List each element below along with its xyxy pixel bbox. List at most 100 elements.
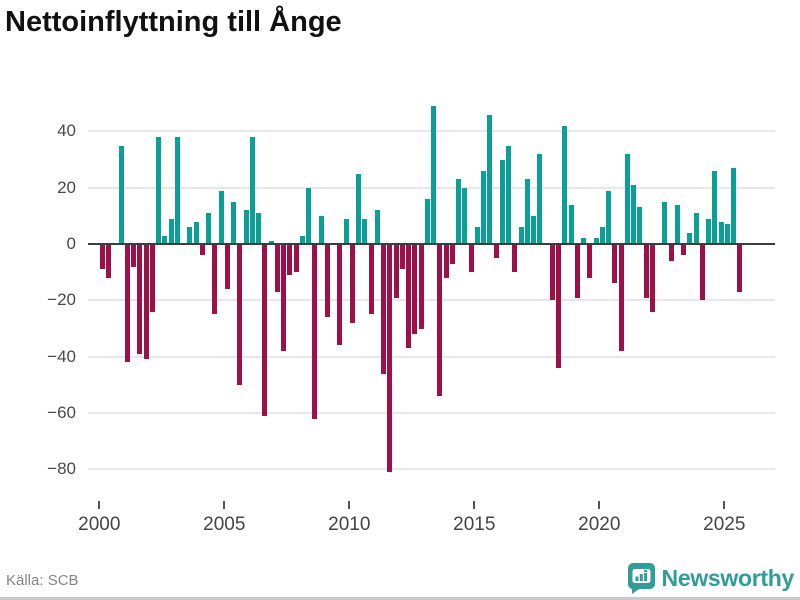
- bar-2015-Q1: [474, 227, 480, 244]
- brand-name: Newsworthy: [661, 565, 795, 591]
- bar-2007-Q4: [293, 244, 299, 273]
- bar-2024-Q3: [712, 170, 718, 244]
- bar-2018-Q4: [568, 204, 574, 244]
- bar-2002-Q1: [149, 244, 155, 312]
- y-axis-label-40: 40: [57, 121, 76, 141]
- gridline--80: [88, 468, 775, 471]
- bar-2017-Q1: [524, 179, 530, 244]
- x-axis-label-2005: 2005: [203, 514, 246, 535]
- bar-2006-Q3: [262, 244, 268, 416]
- bar-2014-Q2: [456, 179, 462, 244]
- bar-2016-Q3: [512, 244, 518, 273]
- bar-2018-Q3: [562, 125, 568, 244]
- bar-2009-Q3: [337, 244, 343, 346]
- x-tick-2000: [98, 501, 101, 509]
- bar-2010-Q2: [356, 173, 362, 244]
- bar-2021-Q3: [637, 207, 643, 244]
- x-axis-label-2015: 2015: [453, 514, 496, 535]
- bar-2003-Q4: [193, 221, 199, 244]
- bar-2011-Q2: [381, 244, 387, 374]
- bar-2010-Q1: [349, 244, 355, 323]
- bar-2020-Q4: [618, 244, 624, 351]
- bar-2004-Q1: [199, 244, 205, 256]
- bar-2012-Q3: [412, 244, 418, 335]
- gridline--40: [88, 355, 775, 358]
- bar-2007-Q2: [281, 244, 287, 351]
- x-axis-label-2025: 2025: [703, 514, 746, 535]
- y-axis-label--60: −60: [47, 402, 76, 422]
- bar-2019-Q2: [581, 238, 587, 244]
- bar-2013-Q2: [431, 106, 437, 244]
- bar-2019-Q4: [593, 238, 599, 244]
- newsworthy-logo-icon: [627, 563, 655, 594]
- bar-2012-Q4: [418, 244, 424, 329]
- y-axis-label--20: −20: [47, 290, 76, 310]
- bar-2019-Q1: [574, 244, 580, 298]
- bar-2009-Q1: [324, 244, 330, 318]
- bar-2008-Q3: [312, 244, 318, 419]
- bar-2014-Q1: [449, 244, 455, 264]
- x-tick-2020: [598, 501, 601, 509]
- bar-2001-Q1: [124, 244, 130, 363]
- bar-2022-Q3: [662, 201, 668, 244]
- bar-2022-Q1: [649, 244, 655, 312]
- bar-2016-Q4: [518, 227, 524, 244]
- bar-2004-Q3: [212, 244, 218, 315]
- bar-2025-Q2: [731, 168, 737, 244]
- bar-2011-Q3: [387, 244, 393, 472]
- bar-2011-Q4: [393, 244, 399, 298]
- bar-2017-Q3: [537, 153, 543, 244]
- bar-2005-Q3: [237, 244, 243, 385]
- bar-2010-Q3: [362, 218, 368, 244]
- bar-2024-Q1: [699, 244, 705, 301]
- bar-2013-Q4: [443, 244, 449, 278]
- x-axis-label-2020: 2020: [578, 514, 621, 535]
- gridline--20: [88, 299, 775, 302]
- bottom-divider: [0, 597, 800, 600]
- bar-2021-Q4: [643, 244, 649, 298]
- bar-2024-Q4: [718, 221, 724, 244]
- bar-2000-Q2: [106, 244, 112, 278]
- bar-2003-Q3: [187, 227, 193, 244]
- bar-2012-Q2: [406, 244, 412, 349]
- bar-2013-Q3: [437, 244, 443, 396]
- bar-2001-Q2: [131, 244, 137, 267]
- x-tick-2015: [473, 501, 476, 509]
- bar-2021-Q2: [631, 184, 637, 244]
- bar-2001-Q4: [143, 244, 149, 360]
- bar-2020-Q2: [606, 190, 612, 244]
- bar-2025-Q3: [737, 244, 743, 292]
- bar-2000-Q4: [118, 145, 124, 244]
- bar-2006-Q1: [249, 137, 255, 244]
- brand-logo: Newsworthy: [627, 563, 795, 594]
- bar-2023-Q2: [681, 244, 687, 256]
- bar-2004-Q4: [218, 190, 224, 244]
- bar-2008-Q1: [299, 235, 305, 244]
- bar-2001-Q3: [137, 244, 143, 354]
- bar-2020-Q3: [612, 244, 618, 284]
- x-axis-zero-line: [88, 242, 775, 245]
- bar-2014-Q4: [468, 244, 474, 273]
- bar-2017-Q2: [531, 215, 537, 244]
- gridline--60: [88, 411, 775, 414]
- bar-2019-Q3: [587, 244, 593, 278]
- bar-2002-Q3: [162, 235, 168, 244]
- bar-2006-Q2: [256, 213, 262, 244]
- bar-2015-Q3: [487, 114, 493, 244]
- x-tick-2005: [223, 501, 226, 509]
- x-axis-label-2000: 2000: [78, 514, 121, 535]
- bar-2015-Q4: [493, 244, 499, 259]
- y-axis-label-20: 20: [57, 177, 76, 197]
- y-axis-label-0: 0: [66, 234, 76, 253]
- bar-2002-Q2: [156, 137, 162, 244]
- bar-2014-Q3: [462, 187, 468, 244]
- bar-2007-Q1: [274, 244, 280, 292]
- source-caption: Källa: SCB: [6, 572, 79, 589]
- bar-2008-Q4: [318, 215, 324, 244]
- bar-2023-Q1: [674, 204, 680, 244]
- x-tick-2010: [348, 501, 351, 509]
- bar-2023-Q3: [687, 232, 693, 244]
- page-title: Nettoinflyttning till Ånge: [5, 6, 342, 38]
- bar-2009-Q4: [343, 218, 349, 244]
- bar-2020-Q1: [599, 227, 605, 244]
